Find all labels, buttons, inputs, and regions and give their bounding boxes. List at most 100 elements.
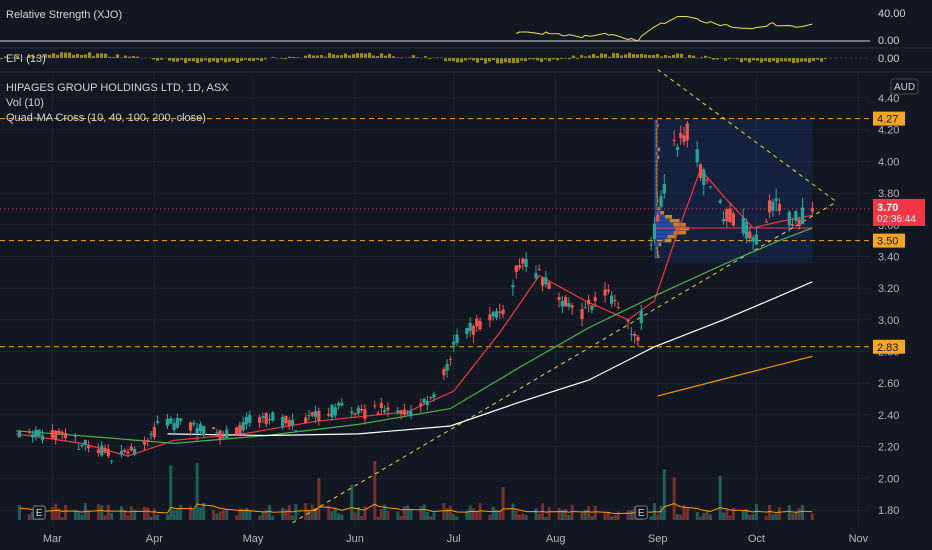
efi-bar — [544, 58, 547, 60]
efi-bar — [500, 58, 503, 64]
volume-bar — [166, 514, 169, 520]
volume-bar — [698, 516, 702, 520]
level-tag-label: 2.83 — [877, 342, 898, 354]
volume-profile-bar — [654, 246, 657, 251]
volume-bar — [304, 503, 308, 520]
volume-bar — [73, 509, 77, 520]
candle-body — [810, 208, 814, 212]
efi-bar — [328, 52, 331, 58]
volume-profile-bar-alt — [656, 175, 658, 179]
candle-body — [633, 334, 637, 336]
candle-body — [307, 415, 311, 417]
efi-bar — [108, 56, 111, 58]
candle-body — [264, 412, 268, 425]
volume-bar — [557, 507, 561, 520]
efi-bar — [792, 58, 795, 64]
candles — [17, 120, 814, 465]
candle-body — [741, 217, 745, 234]
volume-profile-bar-alt — [656, 191, 658, 195]
volume-bar — [603, 513, 607, 520]
currency-badge[interactable] — [890, 78, 919, 95]
candle-body — [211, 427, 216, 430]
efi-bar — [28, 55, 31, 58]
candle-body — [83, 440, 87, 445]
candle-body — [198, 424, 202, 432]
volume-bar — [60, 516, 64, 520]
candle-body — [501, 309, 505, 315]
efi-bar — [4, 56, 7, 58]
candle-body — [636, 336, 640, 341]
efi-bar — [468, 58, 471, 60]
volume-profile-bar-alt — [675, 226, 690, 231]
candle-body — [60, 432, 64, 434]
efi-bar — [776, 58, 779, 63]
volume-bar — [64, 505, 68, 520]
volume-bar — [455, 516, 459, 520]
efi-bar — [208, 58, 211, 63]
earnings-marker[interactable] — [32, 505, 46, 520]
efi-bar — [800, 58, 803, 62]
volume-bar — [629, 510, 633, 520]
volume-bar — [448, 505, 452, 520]
quad-ma-indicator-label: Quad-MA Cross (10, 40, 100, 200, close) — [6, 112, 206, 124]
volume-bar — [708, 514, 712, 520]
candle-body — [146, 439, 150, 441]
volume-bar — [238, 508, 242, 520]
volume-profile-bar-alt — [657, 207, 660, 211]
efi-bar — [248, 58, 251, 61]
candle-body — [77, 448, 81, 450]
volume-bar — [468, 505, 472, 520]
volume-bar — [626, 510, 630, 520]
efi-bar — [772, 58, 775, 61]
volume-profile-bar-alt — [656, 171, 658, 176]
candle-body — [37, 429, 41, 436]
candle-body — [123, 449, 127, 452]
volume-bar — [491, 506, 495, 520]
volume-profile-bar-alt — [656, 203, 658, 207]
last-price-value: 3.70 — [877, 202, 898, 214]
volume-bar — [129, 506, 133, 520]
volume-bar — [340, 514, 344, 520]
level-tag — [873, 233, 905, 248]
volume-bar — [27, 513, 31, 520]
candle-body — [261, 416, 265, 418]
candle-body — [396, 410, 400, 413]
candle-body — [109, 460, 114, 462]
efi-bar — [204, 58, 207, 61]
price-tick-label: 1.80 — [878, 505, 899, 517]
volume-profile-bar-alt — [656, 151, 658, 156]
volume-bar — [675, 514, 679, 520]
volume-bar — [119, 506, 123, 520]
efi-bar — [392, 56, 395, 58]
candle-body — [432, 394, 436, 398]
candle-body — [787, 212, 791, 226]
candle-body — [567, 303, 571, 307]
efi-bar — [344, 53, 347, 58]
earnings-marker[interactable] — [634, 505, 648, 520]
price-tick-label: 3.80 — [878, 188, 899, 200]
volume-profile-bar — [654, 218, 670, 223]
volume-profile-bar — [654, 242, 659, 247]
volume-bar — [754, 504, 758, 520]
efi-bar — [48, 54, 51, 58]
efi-bar — [188, 58, 191, 62]
candle-body — [534, 273, 538, 279]
efi-bar — [364, 53, 367, 58]
efi-bar — [596, 56, 599, 58]
candle-body — [705, 179, 709, 181]
volume-bar — [705, 511, 709, 520]
efi-bar — [780, 58, 783, 62]
candle-body — [63, 432, 68, 439]
volume-bar — [267, 505, 271, 520]
volume-profile-bar-alt — [656, 135, 658, 140]
volume-bar — [564, 509, 568, 520]
efi-bar — [656, 53, 659, 58]
volume-bar — [103, 515, 107, 520]
candle-body — [725, 209, 729, 222]
time-axis[interactable]: Mar Apr May Jun Jul Aug Sep Oct Nov — [43, 533, 869, 545]
efi-bar — [60, 52, 63, 58]
efi-bar — [212, 58, 215, 62]
efi-bar — [92, 56, 95, 58]
